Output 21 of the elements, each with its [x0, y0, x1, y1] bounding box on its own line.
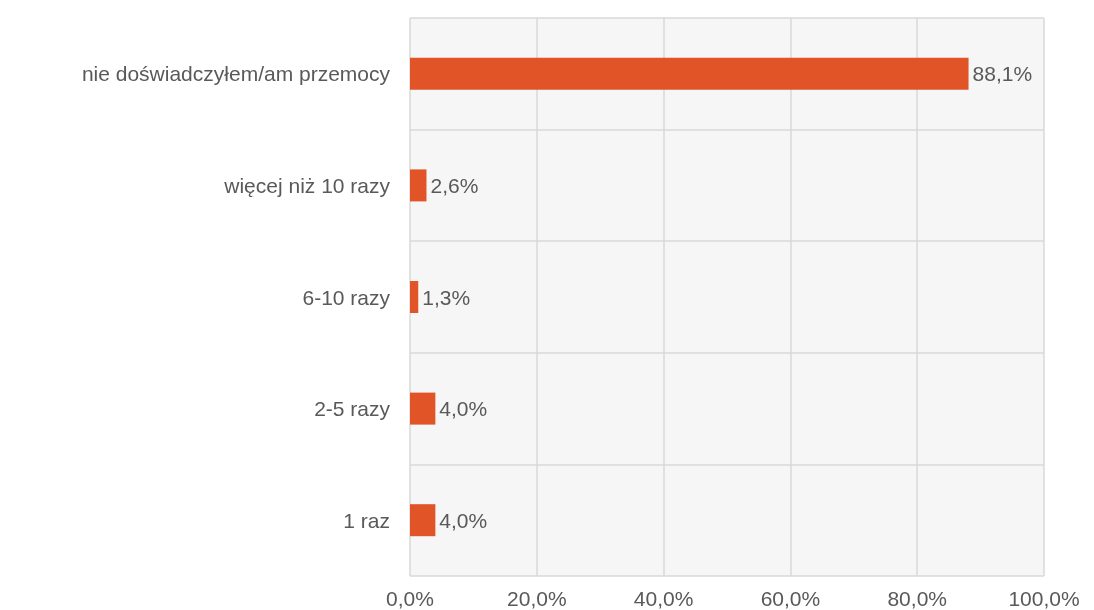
x-tick-label: 40,0% — [633, 587, 694, 610]
data-label: 88,1% — [972, 62, 1033, 86]
data-label: 1,3% — [422, 285, 471, 309]
bar — [410, 392, 436, 425]
bar — [410, 169, 427, 202]
y-tick-label: 1 raz — [343, 508, 390, 532]
bar — [410, 281, 419, 313]
bar — [410, 504, 436, 537]
x-tick-label: 0,0% — [386, 587, 434, 610]
data-label: 2,6% — [430, 173, 479, 197]
y-tick-label: 6-10 razy — [302, 285, 391, 309]
x-tick-label: 60,0% — [760, 587, 821, 610]
x-tick-label: 100,0% — [1008, 587, 1080, 610]
x-tick-label: 20,0% — [507, 587, 567, 610]
bar — [410, 57, 969, 90]
y-tick-label: nie doświadczyłem/am przemocy — [81, 62, 391, 86]
data-label: 4,0% — [439, 508, 488, 532]
y-tick-label: 2-5 razy — [314, 397, 391, 421]
data-label: 4,0% — [439, 397, 488, 421]
y-tick-label: więcej niż 10 razy — [223, 173, 391, 197]
x-tick-label: 80,0% — [887, 587, 947, 610]
